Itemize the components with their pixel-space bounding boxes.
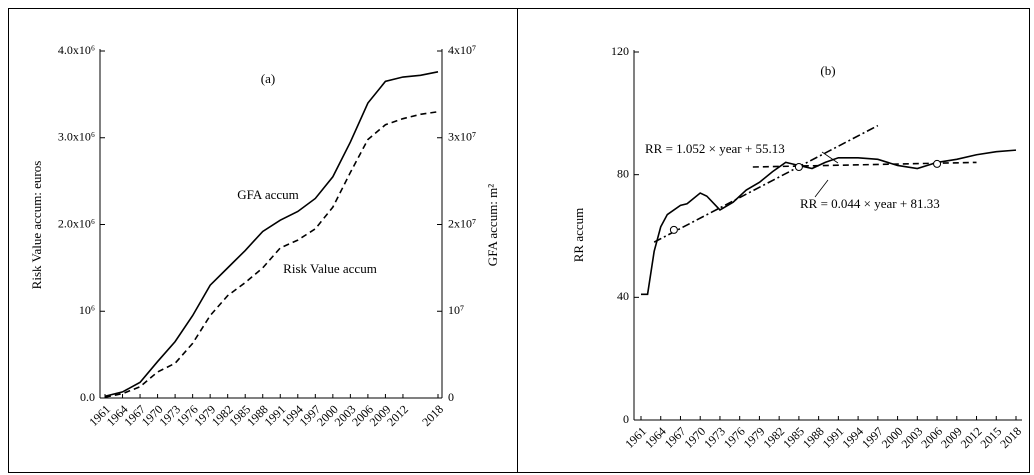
y2-tick-label: 10⁷ <box>448 303 464 317</box>
panel-title: (a) <box>261 71 275 86</box>
leader-line <box>814 179 829 198</box>
trend-label: RR = 1.052 × year + 55.13 <box>645 141 785 156</box>
x-tick-label: 2018 <box>419 402 446 429</box>
y-axis-title: RR accum <box>571 208 586 263</box>
y-tick-label: 10⁶ <box>79 303 95 317</box>
series-label: GFA accum <box>237 187 299 202</box>
trend-line <box>752 161 977 168</box>
y2-axis-title: GFA accum: m² <box>485 184 500 266</box>
marker <box>794 163 803 171</box>
y-tick-label: 80 <box>617 166 629 180</box>
y-tick-label: 0.0 <box>80 390 95 404</box>
y-axis-title: Risk Value accum: euros <box>29 161 44 290</box>
marker <box>669 225 678 234</box>
frame <box>8 8 1030 473</box>
y-tick-label: 120 <box>611 44 629 58</box>
y2-tick-label: 0 <box>448 390 454 404</box>
panel-title: (b) <box>820 63 835 78</box>
series-line <box>641 149 1017 296</box>
series-line <box>104 110 439 398</box>
trend-line <box>653 124 879 243</box>
y-tick-label: 2.0x10⁶ <box>58 216 95 230</box>
y2-tick-label: 3x10⁷ <box>448 130 476 144</box>
trend-label: RR = 0.044 × year + 81.33 <box>800 196 940 211</box>
y2-tick-label: 4x10⁷ <box>448 43 476 57</box>
y-tick-label: 0 <box>623 412 629 426</box>
y-tick-label: 40 <box>617 289 629 303</box>
y-tick-label: 3.0x10⁶ <box>58 130 95 144</box>
y-tick-label: 4.0x10⁶ <box>58 43 95 57</box>
x-tick-label: 2018 <box>997 424 1024 451</box>
y2-tick-label: 2x10⁷ <box>448 216 476 230</box>
series-label: Risk Value accum <box>283 261 377 276</box>
series-line <box>104 71 439 398</box>
x-tick-label: 2012 <box>384 402 411 429</box>
marker <box>933 159 942 168</box>
